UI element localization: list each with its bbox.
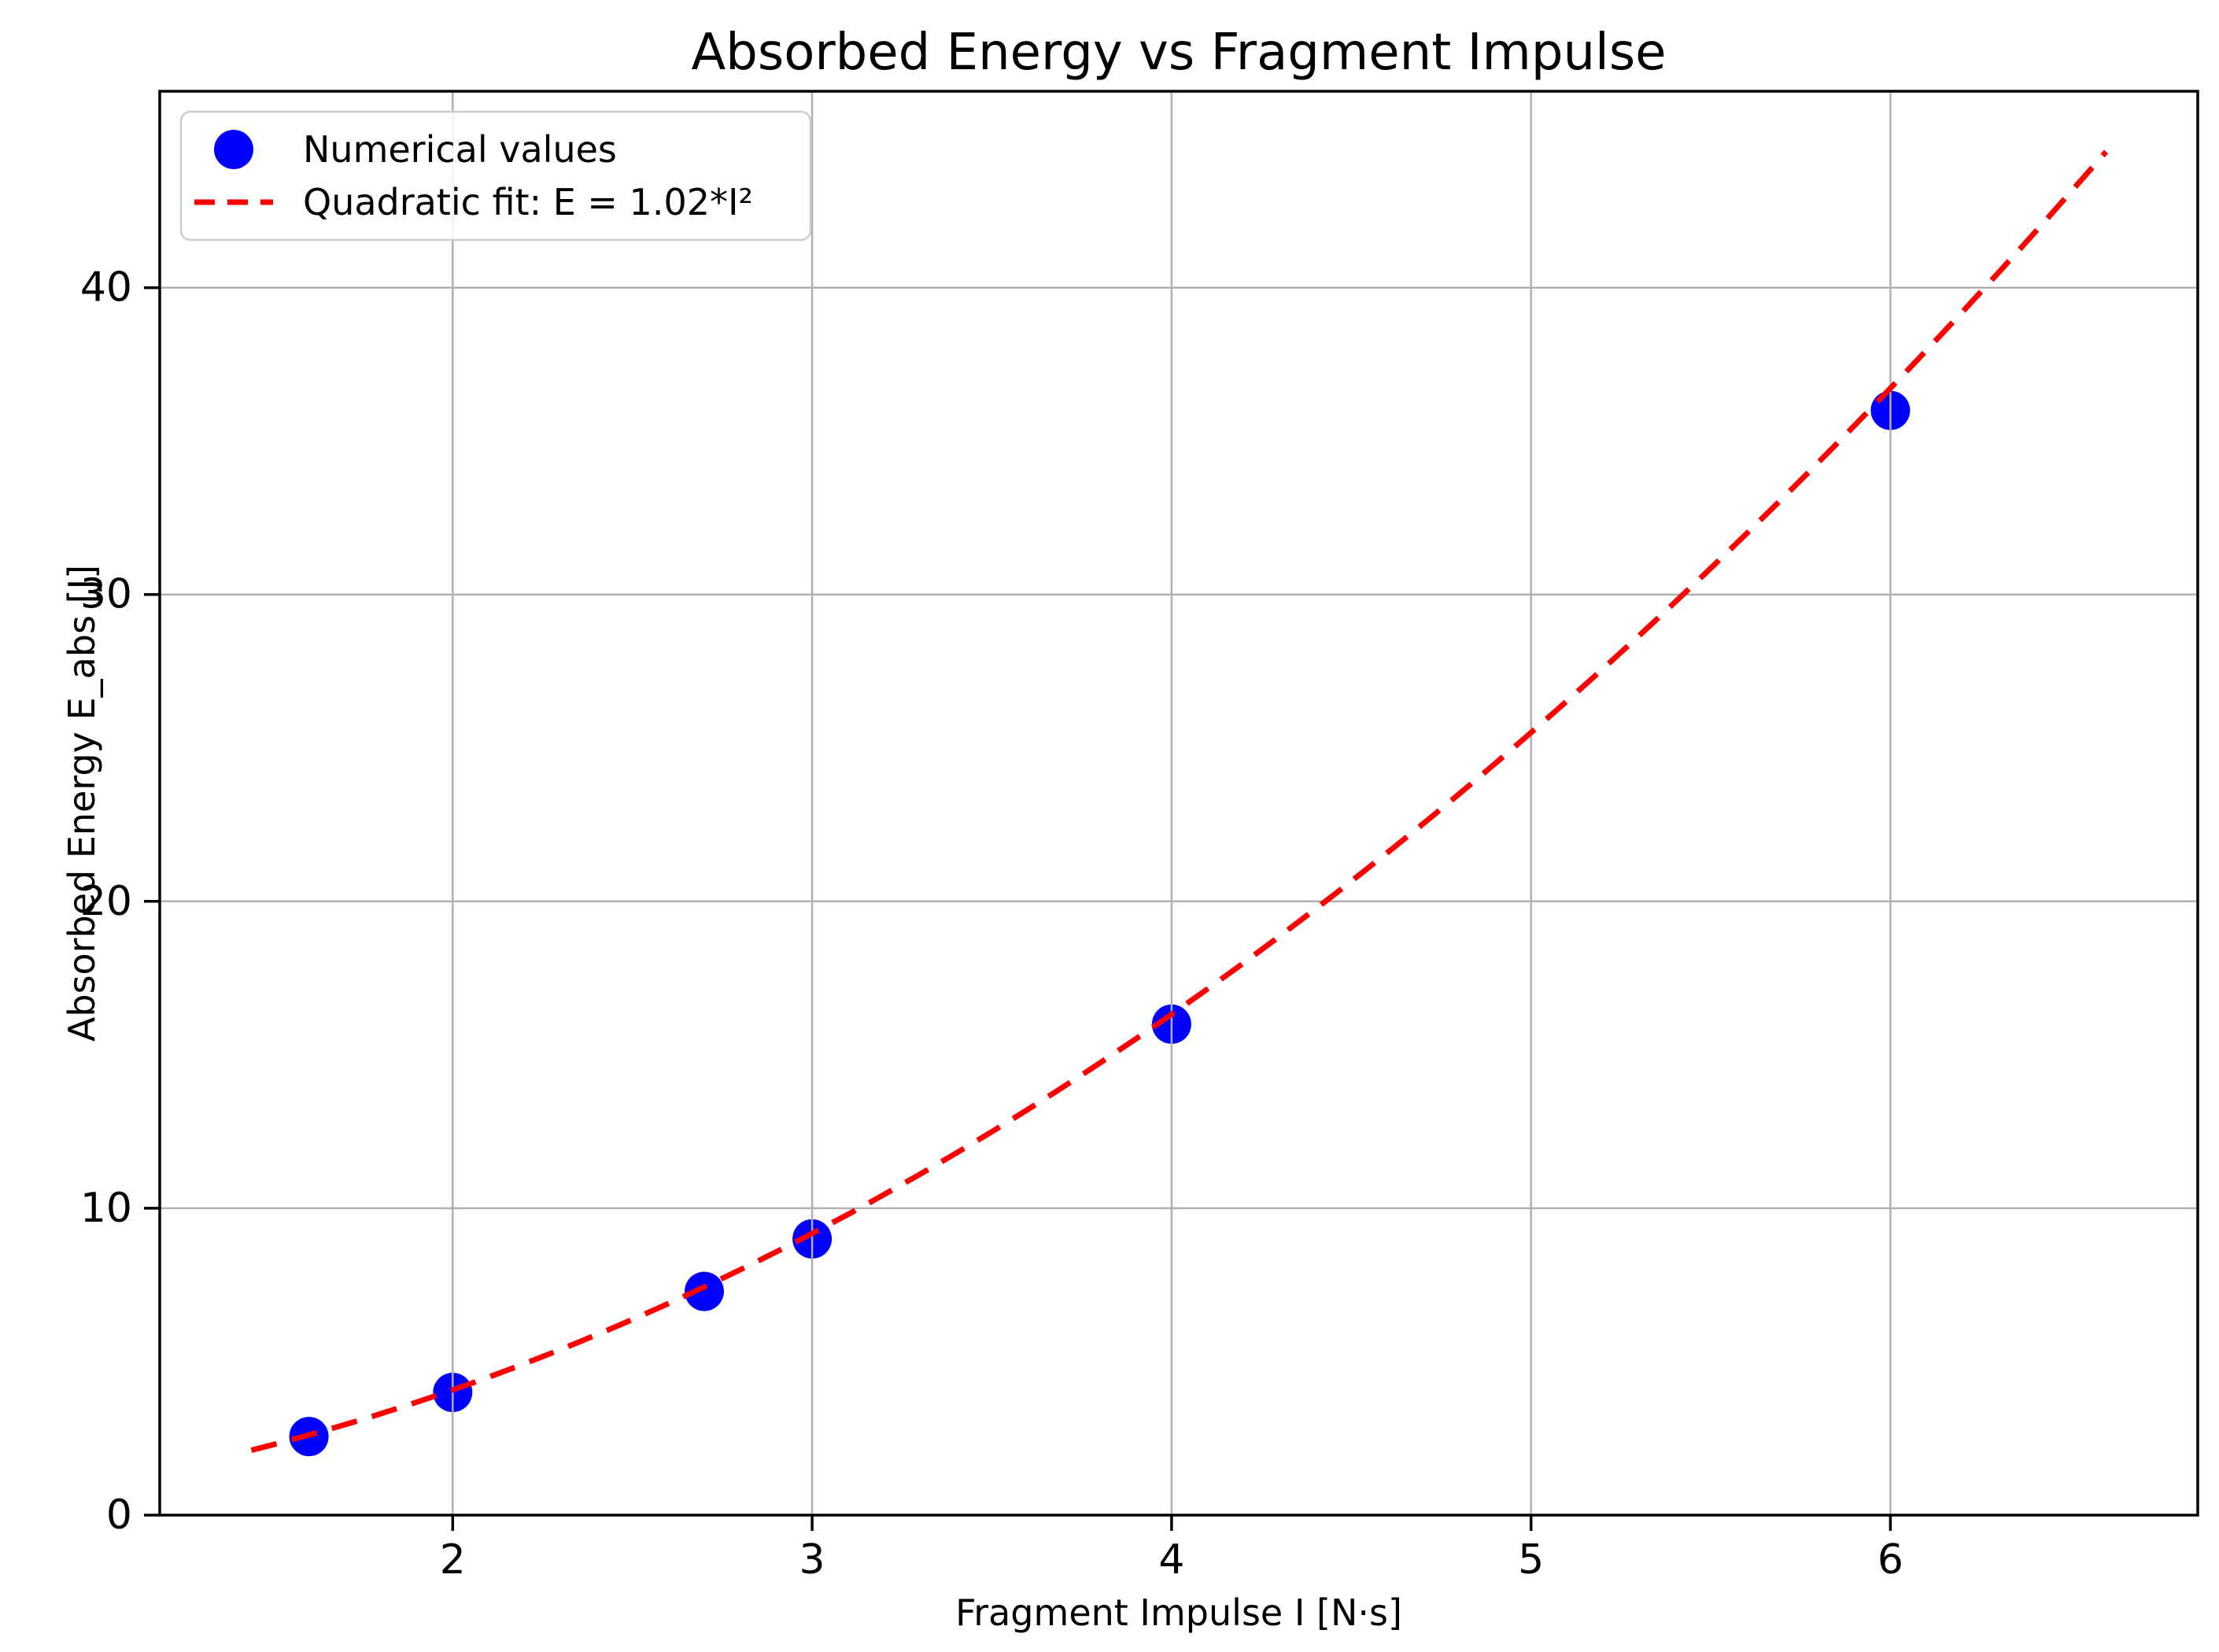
x-tick-label: 5: [1518, 1536, 1544, 1584]
legend-label: Numerical values: [303, 128, 617, 171]
axes-frame: [158, 90, 2199, 1517]
x-axis-label: Fragment Impulse I [N·s]: [955, 1591, 1402, 1634]
plot-area: [160, 91, 2198, 1515]
legend: Numerical values Quadratic fit: E = 1.02*…: [179, 110, 812, 242]
x-tick-label: 2: [440, 1536, 466, 1584]
y-tick-label: 0: [106, 1492, 132, 1539]
x-tick-label: 6: [1877, 1536, 1903, 1584]
legend-marker-dot: [214, 130, 253, 169]
tick-labels: 2 3 4 5 6 0 10 20 30 40: [80, 264, 1903, 1584]
legend-label: Quadratic fit: E = 1.02*I²: [303, 181, 753, 223]
y-tick-label: 40: [80, 264, 132, 312]
data-point: [685, 1271, 724, 1311]
y-tick-label: 10: [80, 1185, 132, 1232]
fit-line: [250, 149, 2109, 1453]
y-tick-label: 30: [80, 571, 132, 618]
x-tick-label: 4: [1158, 1536, 1184, 1584]
tick-marks: [144, 286, 1892, 1531]
y-axis-label: Absorbed Energy E_abs [J]: [61, 565, 103, 1042]
x-tick-label: 3: [799, 1536, 825, 1584]
legend-box: [179, 110, 812, 242]
chart-title: Absorbed Energy vs Fragment Impulse: [691, 24, 1666, 82]
y-tick-label: 20: [80, 878, 132, 925]
